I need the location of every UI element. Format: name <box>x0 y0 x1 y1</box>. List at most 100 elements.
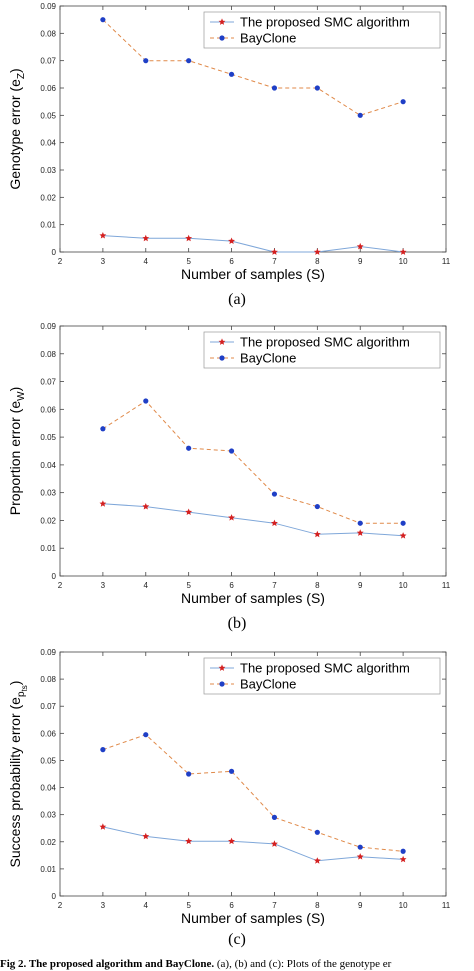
chart2-y-tick-label: 0.07 <box>40 702 56 711</box>
chart2-y-tick-label: 0.02 <box>40 838 56 847</box>
chart0-series-0-point <box>99 232 107 239</box>
chart2-series-1-point <box>100 747 106 753</box>
chart1-series-1-point <box>400 520 406 526</box>
chart0-series-0-point <box>228 237 235 244</box>
chart1-x-tick-label: 11 <box>442 581 451 590</box>
chart0-x-tick-label: 10 <box>399 257 408 266</box>
chart0-series-1-point <box>143 58 149 64</box>
chart2-x-tick-label: 7 <box>272 901 277 910</box>
chart1-x-tick-label: 6 <box>229 581 234 590</box>
chart0-series-1-point <box>357 112 363 118</box>
chart1-series-1-line <box>102 400 404 524</box>
chart2-series-0-point <box>356 853 364 860</box>
chart0-y-axis-label: Genotype error (eZ) <box>7 68 27 189</box>
chart2-series-1-point <box>400 848 406 854</box>
chart0-y-tick-label: 0.03 <box>40 166 56 175</box>
chart2-legend-marker-1 <box>219 681 225 687</box>
chart2-series-0-point <box>185 837 193 845</box>
chart2-x-tick-label: 9 <box>358 901 363 910</box>
chart0-series-0-point <box>313 248 321 255</box>
chart2-x-axis-label: Number of samples (S) <box>181 910 325 926</box>
chart0-x-tick-label: 3 <box>101 257 106 266</box>
chart2-x-tick-label: 3 <box>101 901 106 910</box>
figure-caption-text: (a), (b) and (c): Plots of the genotype … <box>214 958 392 970</box>
chart2-series-1-point <box>143 732 149 738</box>
chart2-legend-label-0: The proposed SMC algorithm <box>240 661 410 676</box>
chart0-legend-marker-1 <box>219 35 225 41</box>
chart2-legend-label-1: BayClone <box>240 677 296 692</box>
chart0-series-0-line <box>102 235 404 253</box>
chart0-axes-frame <box>59 5 447 253</box>
chart1-series-1-point <box>100 426 106 432</box>
chart2-series-1-line <box>102 734 404 852</box>
chart1-y-tick-label: 0.09 <box>40 322 56 331</box>
chart1-y-tick-label: 0.02 <box>40 516 56 525</box>
chart0-y-tick-label: 0 <box>52 248 57 257</box>
chart0-x-tick-label: 5 <box>186 257 191 266</box>
chart0-legend-box <box>203 11 441 49</box>
chart1-legend-box <box>203 331 441 369</box>
chart1-legend-label-0: The proposed SMC algorithm <box>240 335 410 350</box>
chart0-x-tick-label: 7 <box>272 257 277 266</box>
chart2-axes-frame <box>59 651 447 897</box>
chart1-x-tick-label: 10 <box>399 581 408 590</box>
chart0-series-0-point <box>142 234 150 242</box>
figure-caption-title: Fig 2. The proposed algorithm and BayClo… <box>0 958 215 970</box>
chart2-y-axis-label: Success probability error (epts) <box>7 681 29 868</box>
chart0-series-1-point <box>314 85 320 91</box>
chart2-y-tick-label: 0.08 <box>40 675 56 684</box>
chart1-y-tick-label: 0.05 <box>40 433 56 442</box>
chart1-x-tick-label: 8 <box>315 581 320 590</box>
panel-c: 0 0.01 0.02 0.03 0.04 0.05 0.06 0.07 0.08 0.09 2 3 4… <box>0 640 474 958</box>
chart2-legend-marker-0 <box>218 664 226 671</box>
chart2-series-0-point <box>399 855 407 863</box>
chart2-x-tick-label: 6 <box>229 901 234 910</box>
chart0-series-1-point <box>100 17 106 23</box>
chart2-x-tick-label: 8 <box>315 901 320 910</box>
chart0-series-0-point <box>356 242 364 250</box>
chart0-series-1-point <box>186 58 192 64</box>
chart1-series-0-point <box>271 519 278 527</box>
chart2-y-tick-label: 0.04 <box>40 784 56 793</box>
chart2-y-tick-label: 0.05 <box>40 756 56 765</box>
chart2-series-0-line <box>102 826 404 862</box>
chart2-y-tick-label: 0.03 <box>40 811 56 820</box>
chart1-axes-frame <box>59 325 447 577</box>
chart1-series-1-point <box>143 398 149 404</box>
chart1-series-0-point <box>399 532 407 539</box>
chart0-x-tick-label: 2 <box>58 257 63 266</box>
chart2-y-tick-label: 0.01 <box>40 865 56 874</box>
chart1-series-0-point <box>142 503 150 510</box>
chart2-series-1-point <box>186 771 192 777</box>
chart2-series-1-point <box>228 768 235 774</box>
chart1-y-tick-label: 0.08 <box>40 350 56 359</box>
chart-b: 0 0.01 0.02 0.03 0.04 0.05 0.06 0.07 0.08 0.09 2 3 4… <box>7 322 451 606</box>
chart1-series-0-point <box>356 529 364 536</box>
chart0-y-tick-label: 0.05 <box>40 111 56 120</box>
chart2-x-tick-label: 5 <box>186 901 191 910</box>
chart1-y-tick-label: 0.03 <box>40 489 56 498</box>
chart1-legend-marker-1 <box>219 355 225 361</box>
chart0-series-0-point <box>185 234 193 242</box>
chart1-series-1-point <box>186 445 192 451</box>
chart0-series-1-point <box>400 99 406 105</box>
chart1-series-0-point <box>313 530 321 538</box>
chart0-x-tick-label: 9 <box>358 257 363 266</box>
chart2-y-tick-label: 0.09 <box>40 648 56 657</box>
chart2-series-1-point <box>314 829 320 835</box>
chart1-x-tick-label: 3 <box>101 581 106 590</box>
chart0-y-tick-label: 0.02 <box>40 193 56 202</box>
chart0-x-tick-label: 4 <box>144 257 149 266</box>
chart0-series-1-point <box>228 71 235 77</box>
chart0-series-1-point <box>271 85 278 91</box>
chart1-x-tick-label: 7 <box>272 581 277 590</box>
chart0-y-tick-label: 0.04 <box>40 139 56 148</box>
chart0-series-0-point <box>399 248 407 255</box>
chart1-y-axis-label: Proportion error (eW) <box>7 387 27 516</box>
chart2-series-0-point <box>228 837 235 845</box>
chart1-series-0-point <box>228 514 235 521</box>
chart1-series-1-point <box>271 491 278 497</box>
chart1-x-tick-label: 5 <box>186 581 191 590</box>
chart-a: 0 0.01 0.02 0.03 0.04 0.05 0.06 0.07 0.08 0.09 2 3 4… <box>7 2 451 282</box>
chart1-x-axis-label: Number of samples (S) <box>181 590 325 606</box>
